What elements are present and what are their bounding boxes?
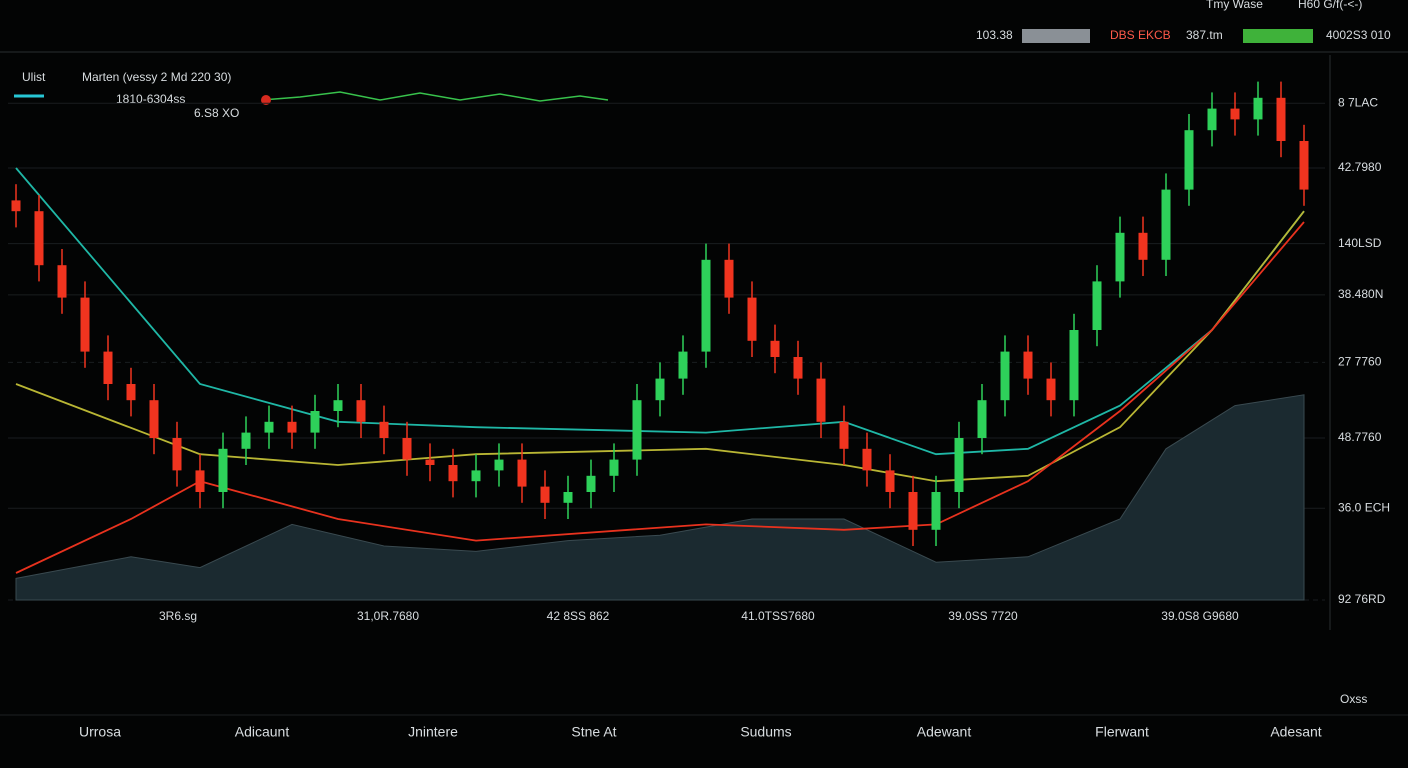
x-tick-label: 39.0S8 G9680: [1161, 609, 1239, 623]
candle-body: [816, 378, 826, 422]
x-tick-label: 39.0SS 7720: [948, 609, 1018, 623]
candle-body: [1253, 97, 1263, 120]
candle-body: [333, 400, 343, 411]
bottom-label: Sudums: [740, 724, 791, 740]
candle-body: [103, 351, 113, 384]
candle-body: [402, 438, 412, 460]
candle-body: [1276, 97, 1286, 141]
y-tick-label: 36.0 ECH: [1338, 500, 1390, 514]
candle-body: [1161, 189, 1171, 260]
candle-body: [494, 459, 504, 471]
y-tick-label: 8 7LAC: [1338, 95, 1378, 109]
moving-average: [15, 221, 1305, 574]
candle-body: [149, 400, 159, 438]
top-value: 4002S3 010: [1326, 28, 1391, 42]
candle-body: [632, 400, 642, 460]
header-text: H60 G/f(-<-): [1298, 0, 1362, 11]
candle-body: [609, 459, 619, 476]
x-tick-label: 31,0R.7680: [357, 609, 419, 623]
bottom-label: Stne At: [571, 724, 616, 740]
top-box: [1022, 29, 1090, 43]
candle-body: [793, 357, 803, 379]
top-value: 387.tm: [1186, 28, 1223, 42]
candle-body: [770, 340, 780, 357]
header-text: Marten (vessy 2 Md 220 30): [82, 70, 231, 84]
candle-body: [126, 384, 136, 401]
candle-body: [655, 378, 665, 401]
candle-body: [195, 470, 205, 492]
candle-body: [586, 475, 596, 492]
candle-body: [218, 448, 228, 492]
corner-label: Oxss: [1340, 692, 1367, 706]
candle-body: [977, 400, 987, 438]
header-text: Tmy Wase: [1206, 0, 1263, 11]
candle-body: [80, 297, 90, 352]
candle-body: [11, 200, 21, 212]
candle-body: [563, 492, 573, 503]
top-value: DBS EKCB: [1110, 28, 1171, 42]
bottom-label: Adewant: [917, 724, 972, 740]
y-tick-label: 27 7760: [1338, 355, 1382, 369]
x-tick-label: 41.0TSS7680: [741, 609, 815, 623]
legend-value: 6.S8 XO: [194, 106, 239, 120]
x-tick-label: 42 8SS 862: [547, 609, 610, 623]
candle-body: [1115, 232, 1125, 282]
candle-body: [1299, 141, 1309, 190]
candle-body: [517, 459, 527, 487]
candle-body: [172, 438, 182, 471]
y-tick-label: 92 76RD: [1338, 592, 1386, 606]
bottom-label: Adicaunt: [235, 724, 290, 740]
candle-body: [1046, 378, 1056, 401]
bottom-label: Jnintere: [408, 724, 458, 740]
candle-body: [747, 297, 757, 341]
bottom-label: Urrosa: [79, 724, 121, 740]
candle-body: [724, 259, 734, 298]
header-text: Ulist: [22, 70, 46, 84]
candle-body: [1092, 281, 1102, 330]
candle-body: [954, 438, 964, 492]
candle-body: [34, 211, 44, 266]
candle-body: [1000, 351, 1010, 401]
candle-body: [1230, 108, 1240, 120]
x-tick-label: 3R6.sg: [159, 609, 197, 623]
legend-value: 1810-6304ss: [116, 92, 185, 106]
candle-body: [57, 265, 67, 298]
candle-body: [678, 351, 688, 379]
candle-body: [1207, 108, 1217, 131]
bottom-label: Flerwant: [1095, 724, 1149, 740]
candle-body: [287, 421, 297, 433]
mini-line: [261, 91, 609, 102]
volume-area: [15, 394, 1305, 601]
candle-body: [379, 421, 389, 438]
candle-body: [931, 492, 941, 530]
candle-body: [1069, 330, 1079, 401]
candle-body: [356, 400, 366, 422]
candle-body: [241, 432, 251, 449]
y-tick-label: 140LSD: [1338, 236, 1382, 250]
candle-body: [908, 492, 918, 530]
candle-body: [448, 465, 458, 482]
candle-body: [885, 470, 895, 492]
y-tick-label: 42.7980: [1338, 160, 1382, 174]
candle-body: [540, 486, 550, 503]
candle-body: [471, 470, 481, 482]
candle-body: [425, 459, 435, 465]
legend-dot: [261, 95, 271, 105]
top-box: [1243, 29, 1313, 43]
candle-body: [862, 448, 872, 471]
top-value: 103.38: [976, 28, 1013, 42]
candle-body: [701, 259, 711, 352]
y-tick-label: 38.480N: [1338, 287, 1383, 301]
bottom-label: Adesant: [1270, 724, 1321, 740]
candle-body: [310, 411, 320, 433]
candle-body: [1138, 232, 1148, 260]
candle-body: [264, 421, 274, 433]
y-tick-label: 48.7760: [1338, 430, 1382, 444]
candle-body: [1184, 130, 1194, 190]
candle-body: [839, 421, 849, 449]
candle-body: [1023, 351, 1033, 379]
